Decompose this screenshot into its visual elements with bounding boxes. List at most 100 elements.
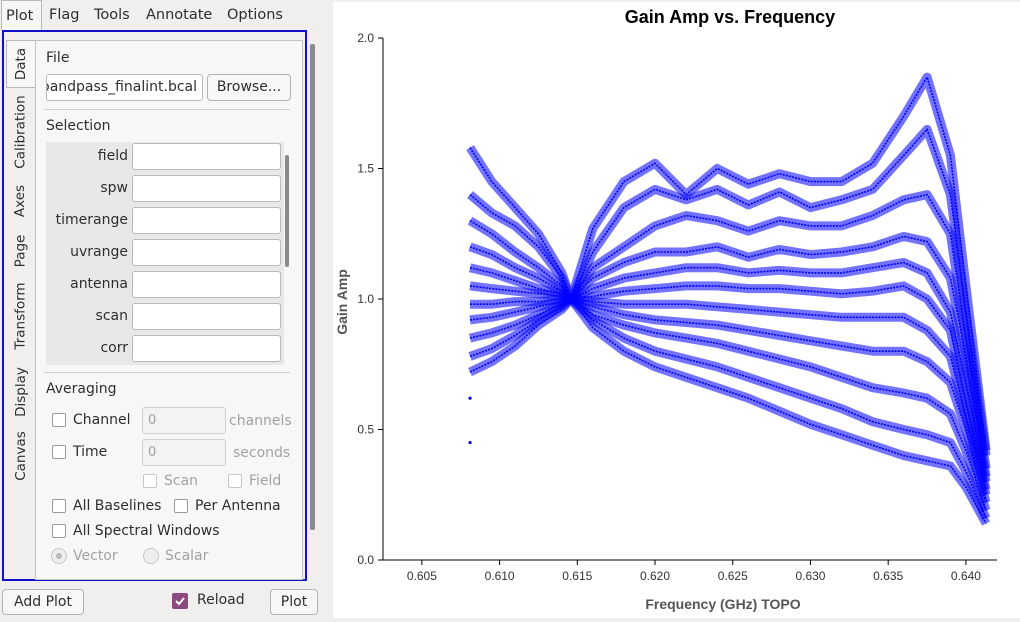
tab-axes[interactable]: Axes xyxy=(6,178,35,224)
scalar-label: Scalar xyxy=(165,548,209,564)
data-series xyxy=(466,72,991,526)
tab-calibration[interactable]: Calibration xyxy=(6,92,35,172)
tab-transform[interactable]: Transform xyxy=(6,276,35,356)
channel-average-input[interactable]: 0 xyxy=(142,407,226,434)
field-average-label: Field xyxy=(249,473,282,489)
outlier-point xyxy=(468,440,472,445)
plot-settings-panel xyxy=(0,30,330,618)
axis-ticks: 0.605 0.610 0.615 0.620 0.625 0.630 0.635 0.640… xyxy=(357,31,981,583)
all-baselines-label: All Baselines xyxy=(73,498,162,514)
series-line-0 xyxy=(469,75,987,451)
uvrange-label: uvrange xyxy=(70,244,128,260)
x-tick-label: 0.625 xyxy=(718,569,748,583)
tab-axes-label: Axes xyxy=(12,184,29,218)
x-tick-label: 0.640 xyxy=(951,569,981,583)
y-axis-label: Gain Amp xyxy=(334,269,350,335)
plot-canvas[interactable]: Gain Amp vs. Frequency Gain Amp Frequenc… xyxy=(333,2,1020,618)
tab-display[interactable]: Display xyxy=(6,362,35,422)
selection-scrollbar[interactable] xyxy=(285,155,289,267)
series-line-9 xyxy=(469,297,987,519)
corr-label: corr xyxy=(100,340,128,356)
tab-page[interactable]: Page xyxy=(6,230,35,272)
x-tick-label: 0.610 xyxy=(485,569,515,583)
tab-transform-label: Transform xyxy=(12,282,29,350)
vector-radio[interactable] xyxy=(51,548,67,564)
tab-display-label: Display xyxy=(12,367,29,417)
file-path-value: oandpass_finalint.bcal xyxy=(46,79,197,95)
x-tick-label: 0.620 xyxy=(640,569,670,583)
check-mark-icon xyxy=(175,597,185,606)
file-section-title: File xyxy=(46,50,70,66)
time-average-input[interactable]: 0 xyxy=(142,439,226,466)
reload-label: Reload xyxy=(197,592,245,608)
time-label: Time xyxy=(73,444,108,460)
field-average-checkbox[interactable] xyxy=(228,474,242,488)
channel-label: Channel xyxy=(73,412,131,428)
series-band-5 xyxy=(469,281,991,491)
x-tick-label: 0.635 xyxy=(873,569,903,583)
corr-input[interactable] xyxy=(132,335,281,362)
uvrange-input[interactable] xyxy=(132,239,281,266)
tab-canvas[interactable]: Canvas xyxy=(6,426,35,486)
scan-input[interactable] xyxy=(132,303,281,330)
channel-checkbox[interactable] xyxy=(52,413,66,427)
x-axis-label: Frequency (GHz) TOPO xyxy=(645,596,800,612)
x-tick-label: 0.615 xyxy=(562,569,592,583)
series-line-1 xyxy=(469,127,987,456)
y-tick-label: 1.0 xyxy=(357,292,374,306)
vertical-tab-strip: Data Calibration Axes Page Transform Dis… xyxy=(6,40,35,580)
series-line-10 xyxy=(469,297,987,524)
timerange-label: timerange xyxy=(55,212,128,228)
menu-annotate[interactable]: Annotate xyxy=(146,7,213,23)
series-band-9 xyxy=(468,294,991,520)
reload-checkbox[interactable] xyxy=(172,593,188,609)
spw-label: spw xyxy=(100,180,128,196)
field-input[interactable] xyxy=(132,143,281,170)
series-line-6 xyxy=(470,298,987,495)
scalar-radio[interactable] xyxy=(143,548,159,564)
averaging-section-title: Averaging xyxy=(46,381,117,397)
file-path-field[interactable]: oandpass_finalint.bcal xyxy=(46,74,203,101)
scan-label: scan xyxy=(95,308,128,324)
y-tick-label: 2.0 xyxy=(357,31,374,45)
menu-flag[interactable]: Flag xyxy=(49,7,80,23)
menu-options[interactable]: Options xyxy=(227,7,283,23)
field-label: field xyxy=(97,148,128,164)
panel-scrollbar[interactable] xyxy=(310,44,315,530)
separator xyxy=(44,372,290,373)
antenna-label: antenna xyxy=(70,276,128,292)
vector-label: Vector xyxy=(73,548,118,564)
channel-unit: channels xyxy=(229,413,292,429)
scan-average-checkbox[interactable] xyxy=(143,474,157,488)
tab-data[interactable]: Data xyxy=(6,40,35,88)
gain-amp-chart: Gain Amp vs. Frequency Gain Amp Frequenc… xyxy=(334,7,997,612)
time-checkbox[interactable] xyxy=(52,445,66,459)
y-tick-label: 0.5 xyxy=(357,423,374,437)
data-tab-content: File oandpass_finalint.bcal Browse... Se… xyxy=(35,40,303,580)
separator xyxy=(44,109,290,110)
all-spectral-windows-checkbox[interactable] xyxy=(52,524,66,538)
series-band-10 xyxy=(468,294,991,526)
tab-page-label: Page xyxy=(12,234,29,268)
browse-button[interactable]: Browse... xyxy=(207,74,291,101)
timerange-input[interactable] xyxy=(132,207,281,234)
series-line-4 xyxy=(469,261,987,482)
all-spectral-windows-label: All Spectral Windows xyxy=(73,523,220,539)
menu-tools[interactable]: Tools xyxy=(94,7,130,23)
y-tick-label: 1.5 xyxy=(357,162,374,176)
series-line-2 xyxy=(469,193,987,469)
all-baselines-checkbox[interactable] xyxy=(52,499,66,513)
y-tick-label: 0.0 xyxy=(357,553,374,567)
antenna-input[interactable] xyxy=(132,271,281,298)
spw-input[interactable] xyxy=(132,175,281,202)
per-antenna-checkbox[interactable] xyxy=(174,499,188,513)
series-line-7 xyxy=(469,298,987,503)
plot-button[interactable]: Plot xyxy=(270,589,318,615)
chart-title: Gain Amp vs. Frequency xyxy=(625,7,835,27)
tab-data-label: Data xyxy=(13,47,30,81)
add-plot-button[interactable]: Add Plot xyxy=(2,589,84,615)
vector-radio-dot xyxy=(56,553,62,559)
menubar: Plot Flag Tools Annotate Options xyxy=(0,0,330,30)
x-tick-label: 0.605 xyxy=(407,569,437,583)
menu-plot[interactable]: Plot xyxy=(1,0,42,30)
